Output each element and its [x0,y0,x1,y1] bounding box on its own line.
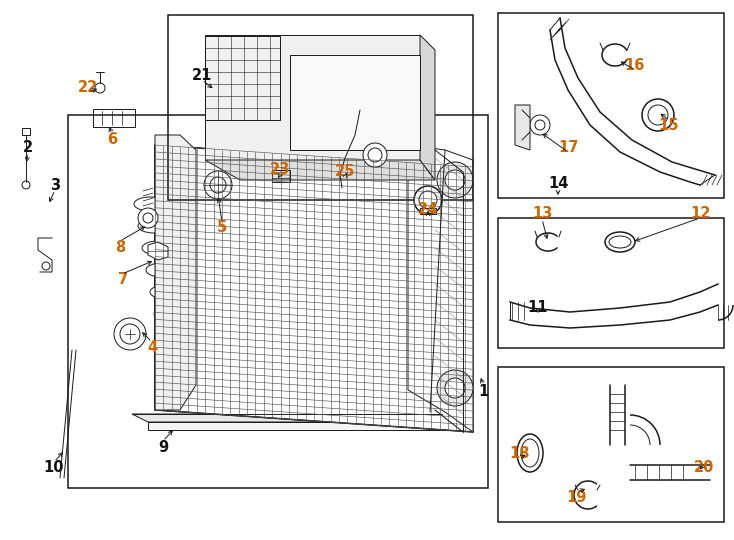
Circle shape [642,99,674,131]
Bar [498,218,724,348]
Circle shape [138,208,158,228]
Circle shape [42,262,50,270]
Polygon shape [148,422,458,430]
Circle shape [414,186,442,214]
Ellipse shape [142,241,174,255]
Circle shape [95,83,105,93]
Circle shape [530,115,550,135]
Circle shape [22,181,30,189]
Text: 4: 4 [147,341,157,355]
Circle shape [368,148,382,162]
Ellipse shape [154,307,186,321]
Ellipse shape [134,197,166,211]
Circle shape [445,170,465,190]
Text: 23: 23 [270,163,290,178]
Circle shape [648,105,668,125]
Polygon shape [205,160,435,180]
Polygon shape [515,105,530,150]
Text: 13: 13 [532,206,552,221]
Text: 17: 17 [558,139,578,154]
Text: 10: 10 [44,461,65,476]
Polygon shape [155,135,196,410]
Text: 16: 16 [625,57,645,72]
Polygon shape [22,128,30,135]
Circle shape [120,324,140,344]
Ellipse shape [521,439,539,467]
Text: 18: 18 [509,446,530,461]
Text: 20: 20 [694,461,714,476]
Circle shape [437,370,473,406]
Text: 9: 9 [158,441,168,456]
Text: 25: 25 [335,165,355,179]
Text: 22: 22 [78,80,98,96]
Text: 19: 19 [567,490,587,505]
Circle shape [204,171,232,199]
Bar [272,170,290,182]
Text: 2: 2 [23,139,33,154]
Circle shape [535,120,545,130]
Bar [290,55,420,150]
Ellipse shape [517,434,543,472]
Circle shape [143,213,153,223]
Polygon shape [420,35,435,180]
Text: 1: 1 [478,384,488,400]
Text: 24: 24 [418,202,438,218]
Polygon shape [148,242,168,260]
Ellipse shape [158,329,190,343]
Bar [93,109,135,127]
Text: 11: 11 [528,300,548,315]
Circle shape [210,177,226,193]
Bar [498,367,724,522]
Ellipse shape [146,263,178,277]
Text: 7: 7 [118,273,128,287]
Text: 21: 21 [192,68,212,83]
Text: 5: 5 [217,220,227,235]
Ellipse shape [138,219,170,233]
Bar [68,115,488,488]
Polygon shape [155,145,473,432]
Text: 12: 12 [690,206,711,221]
Text: 6: 6 [107,132,117,147]
Polygon shape [408,145,473,432]
Text: 14: 14 [548,177,568,192]
Text: 3: 3 [50,178,60,192]
Ellipse shape [150,285,182,299]
Circle shape [114,318,146,350]
Circle shape [437,162,473,198]
Polygon shape [205,35,420,160]
Bar [420,208,436,214]
Bar [168,15,473,200]
Ellipse shape [609,236,631,248]
Circle shape [445,378,465,398]
Ellipse shape [605,232,635,252]
Polygon shape [132,414,458,422]
Bar [498,13,724,198]
Text: 15: 15 [658,118,679,132]
Ellipse shape [162,351,194,365]
Text: 8: 8 [115,240,125,254]
Circle shape [363,143,387,167]
Circle shape [419,191,437,209]
Bar [205,36,280,120]
